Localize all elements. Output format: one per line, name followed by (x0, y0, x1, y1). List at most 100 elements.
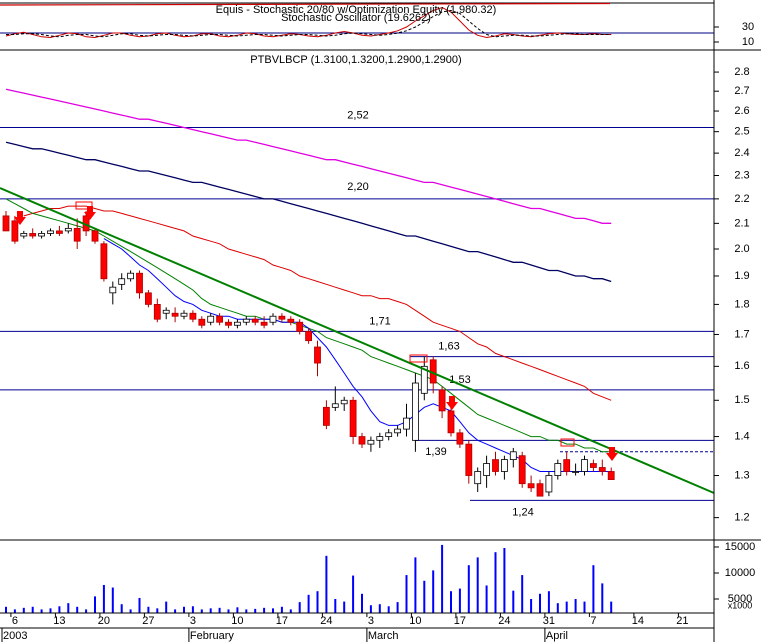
volume-bar (530, 598, 533, 625)
signal-box (75, 201, 93, 210)
x-tick-label: 7 (590, 615, 596, 627)
candle-body (590, 463, 597, 468)
x-tick-label: 10 (231, 615, 243, 627)
candle-body (189, 312, 197, 320)
x-tick-label: 20 (98, 615, 110, 627)
candle-body (269, 315, 277, 323)
y-tick-label: 15000 (725, 541, 756, 553)
y-tick-label: 10 (742, 36, 754, 48)
candle-body (545, 475, 553, 493)
moving-average (103, 238, 612, 472)
candle-body (2, 215, 10, 232)
volume-bar (352, 575, 355, 625)
volume-bar (334, 598, 337, 625)
y-tick-label: 2.5 (734, 126, 749, 138)
x-tick-label: 31 (543, 615, 555, 627)
candle-body (118, 278, 126, 285)
candle-body (305, 330, 313, 342)
level-label: 1,39 (425, 446, 446, 458)
candle-body (233, 321, 241, 326)
x-tick-label: 21 (676, 615, 688, 627)
candle-body (447, 410, 455, 434)
y-tick-label: 1.6 (734, 360, 749, 372)
candle-body (500, 459, 508, 472)
signals (14, 201, 618, 461)
y-tick-label: 1.9 (734, 270, 749, 282)
y-tick-label: 2.3 (734, 169, 749, 181)
candle-body (136, 272, 143, 294)
x-tick-label: 17 (276, 615, 288, 627)
y-tick-label: 10000 (725, 567, 756, 579)
candle-body (251, 318, 259, 323)
candle-body (465, 443, 473, 476)
x-tick-label: 3 (190, 615, 196, 627)
volume-bar (503, 548, 506, 625)
candle-body (527, 483, 535, 489)
volume-bar (547, 591, 550, 625)
volume-bar (441, 544, 444, 625)
candle-body (127, 272, 134, 280)
candle-body (607, 471, 615, 480)
volume-bar (512, 590, 515, 625)
level-label: 2,52 (347, 109, 368, 121)
price-title: PTBVLBCP (1.3100,1.3200,1.2900,1.2900) (250, 54, 461, 66)
candle-body (171, 312, 179, 317)
candle-body (100, 243, 108, 280)
volume-bar (138, 597, 141, 625)
candle-body (56, 230, 63, 234)
y-tick-label: 2.1 (734, 217, 749, 229)
candle-body (225, 321, 232, 326)
candle-body (536, 483, 544, 497)
candle-body (296, 321, 304, 332)
candle-body (563, 459, 571, 472)
volume-bar (485, 585, 488, 625)
candle-body (216, 315, 224, 323)
candle-body (358, 436, 366, 445)
volume-bar (102, 584, 105, 625)
candle-body (474, 471, 482, 485)
y-tick-label: 2.7 (734, 85, 749, 97)
volume-bar (467, 565, 470, 625)
y-tick-label: 2.6 (734, 105, 749, 117)
x-tick-label: 6 (12, 615, 18, 627)
x-tick-label: 24 (498, 615, 510, 627)
candle-body (180, 312, 188, 317)
stochastic-line (6, 9, 612, 38)
month-label: February (190, 630, 235, 642)
candle-body (349, 399, 357, 437)
y-tick-label: 2.8 (734, 66, 749, 78)
y-tick-label: 5000 (728, 593, 752, 605)
volume-bar (574, 598, 577, 625)
unit-box (714, 598, 761, 613)
candle-body (367, 439, 375, 445)
volume-bar (405, 575, 408, 625)
y-tick-label: 1.5 (734, 394, 749, 406)
volume-bar (450, 591, 452, 625)
month-label: April (546, 630, 568, 642)
candle-body (509, 451, 517, 460)
moving-average (23, 205, 612, 401)
month-label: March (368, 630, 399, 642)
candle-body (260, 321, 268, 326)
moving-average (5, 88, 612, 224)
candle-body (331, 403, 339, 408)
moving-average (5, 141, 612, 283)
candle-body (518, 455, 526, 485)
candle-body (242, 318, 250, 323)
equity-line (0, 2, 611, 6)
volume-bar (423, 580, 426, 625)
candle-body (162, 309, 170, 314)
stochastic-pane (0, 2, 714, 39)
y-tick-label: 1.2 (734, 512, 749, 524)
candle-body (456, 432, 464, 445)
volume-bar (476, 557, 479, 625)
candle-body (20, 233, 28, 237)
x-tick-label: 17 (454, 615, 466, 627)
volume-bar (361, 593, 363, 625)
volume-bar (94, 596, 96, 625)
candle-body (153, 304, 161, 320)
volume-bar (414, 557, 417, 625)
candle-body (29, 233, 37, 237)
candle-body (403, 417, 410, 430)
trend-line (0, 187, 715, 494)
